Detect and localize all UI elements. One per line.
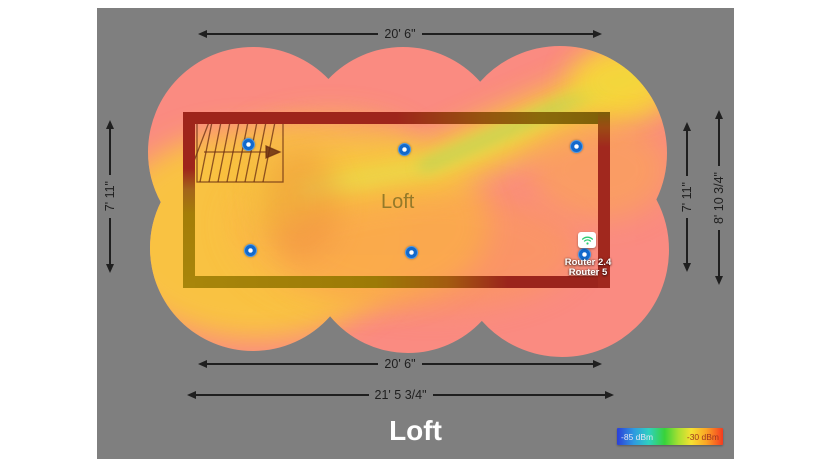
dimension-label: 8' 10 3/4" <box>712 171 726 224</box>
arrow-left-icon <box>198 30 207 38</box>
arrow-right-icon <box>593 360 602 368</box>
arrow-down-icon <box>683 263 691 273</box>
dimension-bottom-outer-width[interactable]: 21' 5 3/4" <box>187 388 615 402</box>
room-name-label: Loft <box>381 191 415 213</box>
legend-max-label: -30 dBm <box>686 431 719 442</box>
signal-strength-legend: -85 dBm -30 dBm <box>617 428 723 445</box>
arrow-up-icon <box>683 122 691 131</box>
dimension-label: 20' 6" <box>384 27 416 41</box>
dimension-label: 21' 5 3/4" <box>374 388 427 402</box>
legend-min-label: -85 dBm <box>621 431 654 442</box>
router-point[interactable] <box>578 248 591 261</box>
arrow-left-icon <box>187 391 196 399</box>
measurement-point[interactable] <box>398 143 411 156</box>
wall-left <box>183 112 195 288</box>
arrow-right-icon <box>593 30 602 38</box>
router-ssid-24: Router 2.4 <box>564 257 612 268</box>
dimension-top-width[interactable]: 20' 6" <box>198 27 602 41</box>
wall-right <box>598 112 610 288</box>
dimension-left-height[interactable]: 7' 11" <box>103 120 117 274</box>
floor-title: Loft <box>389 415 442 446</box>
measurement-point[interactable] <box>244 244 257 257</box>
measurement-point[interactable] <box>570 140 583 153</box>
wifi-icon <box>581 236 593 245</box>
dimension-right-inner-height[interactable]: 7' 11" <box>680 122 694 273</box>
router-marker[interactable] <box>578 232 596 248</box>
router-ssid-5: Router 5 <box>568 267 608 278</box>
arrow-right-icon <box>605 391 615 399</box>
arrow-down-icon <box>715 276 723 286</box>
arrow-up-icon <box>106 120 114 129</box>
wall-bottom <box>183 276 610 288</box>
measurement-point[interactable] <box>405 246 418 259</box>
dimension-label: 7' 11" <box>103 181 117 212</box>
dimension-label: 7' 11" <box>680 181 694 213</box>
dimension-label: 20' 6" <box>384 357 416 371</box>
dimension-bottom-inner-width[interactable]: 20' 6" <box>198 357 602 371</box>
measurement-point[interactable] <box>242 138 255 151</box>
wall-top <box>183 112 610 124</box>
arrow-left-icon <box>198 360 207 368</box>
dimension-right-outer-height[interactable]: 8' 10 3/4" <box>712 110 726 286</box>
arrow-up-icon <box>715 110 723 119</box>
arrow-down-icon <box>106 264 114 274</box>
